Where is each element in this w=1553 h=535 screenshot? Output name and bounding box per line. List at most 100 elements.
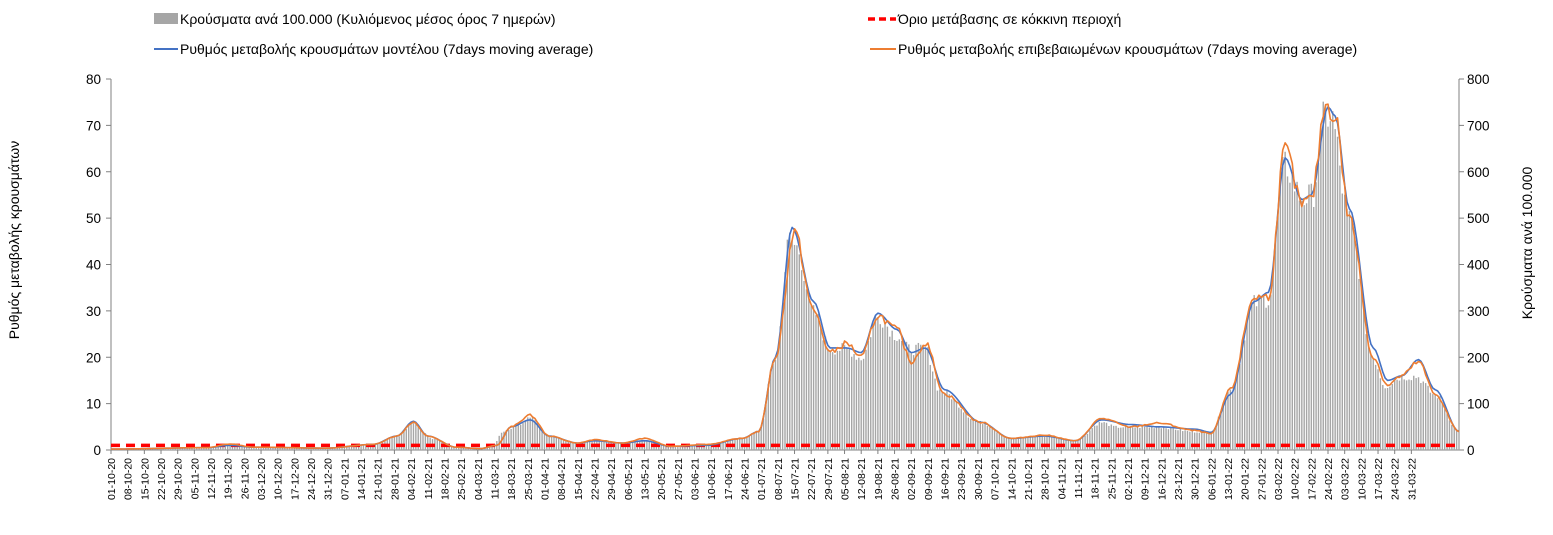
bar: [974, 421, 977, 450]
bar: [805, 289, 808, 450]
bar: [1039, 436, 1041, 450]
bar: [1310, 183, 1313, 450]
bar: [267, 447, 269, 450]
bar: [1339, 165, 1341, 451]
bar: [215, 446, 217, 450]
bar: [1160, 428, 1162, 450]
bar: [1413, 375, 1415, 450]
bar: [365, 444, 367, 450]
x-tick-label: 20-05-21: [656, 458, 668, 500]
bar: [674, 446, 677, 450]
bar: [955, 400, 958, 450]
bar: [186, 447, 188, 450]
x-tick-label: 04-02-21: [406, 458, 418, 500]
bar: [1258, 295, 1260, 450]
bar: [1446, 413, 1448, 450]
bar: [222, 445, 224, 450]
bar: [586, 442, 589, 450]
bar: [1222, 406, 1224, 450]
bar: [665, 445, 667, 450]
bar: [1444, 409, 1446, 450]
plot-area: 0102030405060708001002003004005006007008…: [86, 72, 1490, 500]
y-tick-label-right: 400: [1467, 258, 1490, 273]
bar: [1220, 413, 1222, 450]
bar: [762, 418, 765, 450]
bar: [960, 409, 962, 450]
bar: [315, 448, 317, 450]
x-tick-label: 28-10-21: [1040, 458, 1052, 500]
bar: [1282, 156, 1284, 451]
bar: [305, 448, 307, 450]
bar: [303, 448, 305, 450]
bar: [1277, 215, 1279, 450]
bar: [765, 401, 767, 450]
bar: [257, 447, 260, 450]
bar: [391, 436, 393, 450]
x-tick-label: 04-03-21: [473, 458, 485, 500]
bar: [1389, 386, 1391, 450]
bar: [1365, 334, 1367, 450]
bar: [1196, 432, 1198, 450]
bar: [412, 423, 415, 450]
bar: [672, 446, 674, 450]
legend-item-threshold[interactable]: Όριο μετάβασης σε κόκκινη περιοχή: [868, 11, 1121, 27]
legend-label-threshold: Όριο μετάβασης σε κόκκινη περιοχή: [897, 11, 1121, 27]
legend-item-bars[interactable]: Κρούσματα ανά 100.000 (Κυλιόμενος μέσος …: [154, 11, 556, 27]
x-tick-label: 29-10-20: [173, 458, 185, 500]
bar: [1229, 389, 1232, 450]
bar: [1263, 295, 1265, 450]
bar: [400, 433, 403, 450]
x-tick-label: 15-04-21: [573, 458, 585, 500]
bar: [1336, 136, 1339, 451]
bar: [891, 330, 893, 450]
bar: [1420, 383, 1422, 450]
bar: [522, 423, 524, 450]
bar: [1110, 424, 1112, 450]
bar: [691, 445, 693, 450]
legend-item-confirmed[interactable]: Ρυθμός μεταβολής επιβεβαιωμένων κρουσμάτ…: [870, 41, 1357, 57]
bar: [1139, 427, 1141, 450]
bar: [850, 356, 853, 450]
bar: [1270, 294, 1272, 450]
bar: [200, 447, 203, 450]
bar: [1322, 101, 1324, 451]
bar: [1162, 427, 1165, 450]
x-tick-label: 18-11-21: [1090, 458, 1102, 499]
legend-label-model: Ρυθμός μεταβολής κρουσμάτων μοντέλου (7d…: [180, 41, 593, 57]
bar: [265, 447, 267, 450]
bar: [184, 447, 186, 450]
legend-item-model[interactable]: Ρυθμός μεταβολής κρουσμάτων μοντέλου (7d…: [154, 41, 593, 57]
bar: [207, 447, 210, 450]
bar: [1182, 431, 1184, 450]
y-tick-label-right: 0: [1467, 443, 1475, 458]
x-tick-label: 19-08-21: [873, 458, 885, 500]
bar: [1046, 436, 1048, 450]
x-tick-label: 03-12-20: [256, 458, 268, 500]
bar: [808, 291, 810, 450]
bar: [472, 448, 474, 450]
x-tick-label: 09-12-21: [1140, 458, 1152, 500]
bar: [977, 422, 979, 450]
bar: [1134, 427, 1136, 450]
bar: [700, 445, 703, 450]
bar: [408, 425, 410, 450]
bar: [350, 445, 353, 450]
bar: [541, 431, 543, 450]
bar: [1124, 425, 1127, 450]
bar: [203, 447, 205, 450]
bar: [1332, 111, 1334, 450]
y-tick-label-left: 60: [86, 165, 101, 180]
bar: [553, 436, 555, 450]
bar: [1382, 384, 1384, 450]
bar: [1089, 430, 1091, 450]
y-tick-label-left: 10: [86, 397, 101, 412]
bar: [324, 448, 327, 450]
bar: [881, 327, 884, 450]
bar: [708, 445, 710, 450]
bar: [1324, 104, 1327, 451]
bar: [1343, 194, 1346, 450]
bar: [1246, 320, 1248, 450]
x-tick-label: 25-02-21: [456, 458, 468, 500]
bar: [281, 447, 284, 450]
bar: [631, 442, 634, 450]
